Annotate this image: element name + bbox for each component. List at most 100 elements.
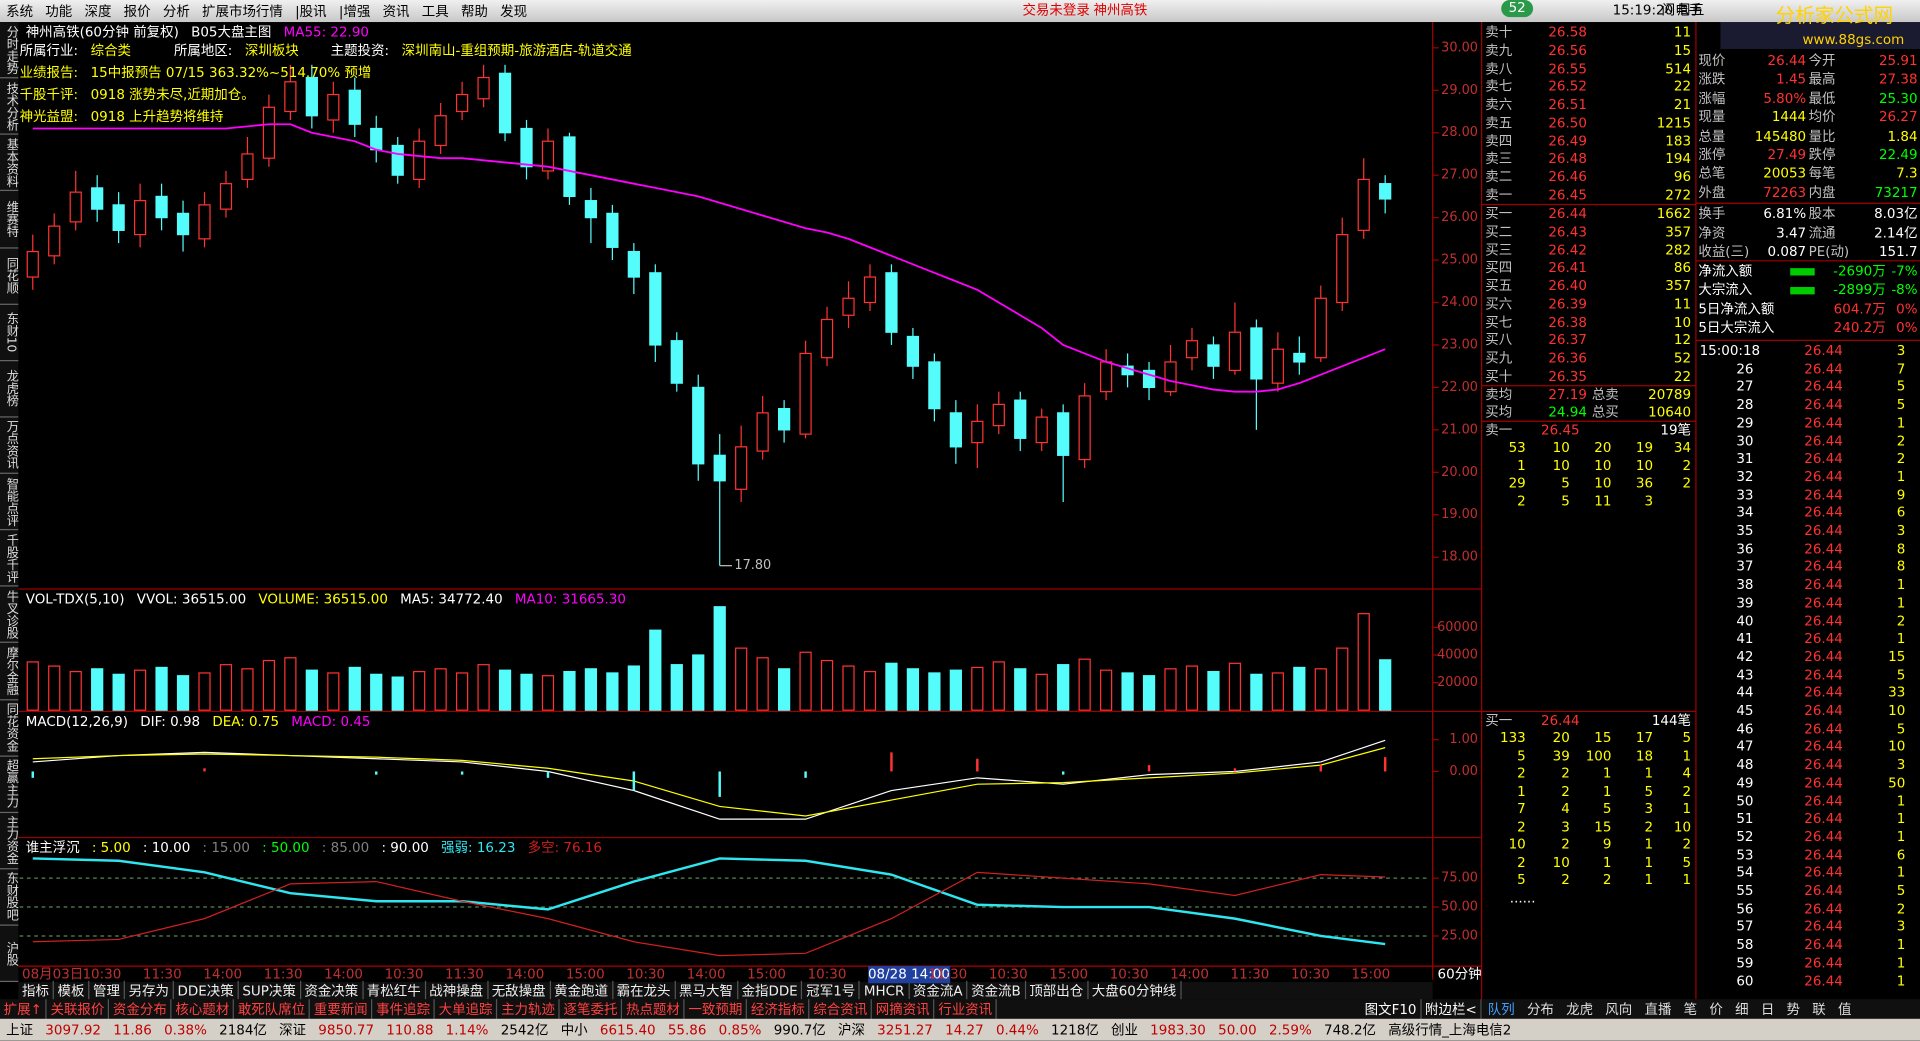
tab[interactable]: DDE决策 (174, 980, 239, 1001)
candle-body (434, 115, 447, 147)
tab[interactable]: 价 (1709, 1001, 1723, 1018)
tick-time: 27 (1736, 378, 1754, 395)
side-tab[interactable]: 同花顺 (0, 248, 19, 305)
tab[interactable]: 主力轨迹 (497, 999, 560, 1019)
tab[interactable]: 网摘资讯 (872, 999, 935, 1019)
menu-item[interactable]: 扩展市场行情 (202, 3, 283, 20)
side-tab[interactable]: 沪股 (0, 926, 19, 983)
tab[interactable]: 资金决策 (301, 980, 364, 1001)
tab[interactable]: 金指DDE (738, 980, 803, 1001)
side-tab[interactable]: 主力资金 (0, 813, 19, 870)
tab[interactable]: 经济指标 (747, 999, 810, 1019)
tab[interactable]: 笔 (1683, 1001, 1698, 1018)
tab[interactable]: 大盘60分钟线 (1088, 980, 1182, 1001)
tab[interactable]: 重要新闻 (310, 999, 373, 1019)
tab[interactable]: 势 (1786, 1001, 1801, 1018)
tab[interactable]: 分布 (1526, 1001, 1554, 1018)
tab[interactable]: 龙虎 (1566, 1001, 1594, 1018)
index-value: 110.88 (386, 1021, 434, 1038)
side-tab[interactable]: 东财股吧 (0, 869, 19, 926)
tick-time: 42 (1736, 648, 1754, 665)
menu-item[interactable]: 资讯 (382, 3, 410, 20)
tab[interactable]: 行业资讯 (935, 999, 998, 1019)
tab[interactable]: 联 (1812, 1001, 1826, 1018)
side-tab[interactable]: 维赛特 (0, 191, 19, 248)
flow-value: 604.7万 (1833, 300, 1886, 317)
menu-item[interactable]: 系统 (6, 3, 34, 20)
side-tab[interactable]: 万点资讯 (0, 417, 19, 474)
tab[interactable]: MHCR (860, 982, 910, 999)
side-tab[interactable]: 龙虎榜 (0, 361, 19, 418)
tab[interactable]: 日 (1760, 1001, 1775, 1018)
side-tab[interactable]: 摩尔金融 (0, 643, 19, 700)
tab[interactable]: 综合资讯 (810, 999, 873, 1019)
side-tab[interactable]: 超赢主力 (0, 756, 19, 813)
tab[interactable]: 热点题材 (622, 999, 685, 1019)
tab[interactable]: 资金流A (909, 980, 968, 1001)
tab[interactable]: 值 (1837, 1001, 1852, 1018)
tab[interactable]: 霸在龙头 (613, 980, 676, 1001)
queue-volume: 4 (1561, 800, 1570, 817)
side-tab[interactable]: 东财10 (0, 304, 19, 361)
tab[interactable]: 事件追踪 (373, 999, 435, 1019)
tab[interactable]: 青松红牛 (363, 980, 426, 1001)
tab[interactable]: 图文F10 (1361, 999, 1422, 1019)
stat-label: 涨幅 (1698, 90, 1726, 107)
tab[interactable]: 逐笔委托 (560, 999, 623, 1019)
tab[interactable]: 战神操盘 (426, 980, 489, 1001)
tab[interactable]: 核心题材 (172, 999, 235, 1019)
tab[interactable]: 管理 (89, 980, 125, 1001)
queue-volume: 34 (1673, 439, 1692, 456)
tab[interactable]: 直播 (1644, 1001, 1672, 1018)
tab[interactable]: 黄金跑道 (550, 980, 613, 1001)
queue-volume: 18 (1635, 747, 1654, 764)
tab[interactable]: 队列 (1487, 1001, 1515, 1018)
tab[interactable]: 细 (1735, 1001, 1749, 1018)
menu-item[interactable]: 分析 (162, 3, 190, 20)
menu-item[interactable]: 报价 (123, 3, 151, 20)
tab[interactable]: 冠军1号 (803, 980, 861, 1001)
tab[interactable]: 顶部出仓 (1026, 980, 1089, 1001)
side-tab[interactable]: 技术分析 (0, 79, 19, 136)
menu-item[interactable]: 工具 (421, 3, 449, 20)
tab[interactable]: 指标 (18, 980, 54, 1001)
menu-item[interactable]: |增强 (338, 3, 371, 20)
tick-price: 26.44 (1804, 648, 1843, 665)
macd-bar (375, 771, 378, 775)
candle-body (1228, 331, 1242, 372)
side-tab[interactable]: 同花资金 (0, 700, 19, 757)
tab[interactable]: 无敌操盘 (488, 980, 551, 1001)
side-tab[interactable]: 基本资料 (0, 135, 19, 192)
tab[interactable]: 资金分布 (109, 999, 172, 1019)
side-tab[interactable]: 分时走势 (0, 22, 19, 79)
tab[interactable]: 资金流B (967, 980, 1026, 1001)
menu-item[interactable]: 发现 (500, 3, 528, 20)
tab[interactable]: 敢死队席位 (234, 999, 311, 1019)
menu-item[interactable]: 深度 (84, 3, 112, 20)
tab[interactable]: 模板 (54, 980, 90, 1001)
menu-item[interactable]: |股讯 (295, 3, 327, 20)
level-price: 26.46 (1548, 168, 1587, 185)
tab[interactable]: 大单追踪 (435, 999, 498, 1019)
side-tab[interactable]: 牛叉诊股 (0, 587, 19, 644)
tick-time: 55 (1736, 882, 1754, 899)
tick-volume: 9 (1896, 486, 1906, 503)
button[interactable]: 闪电手 (1661, 2, 1703, 19)
tab[interactable]: 黑马大智 (675, 980, 738, 1001)
tab[interactable]: 扩展↑ (0, 999, 47, 1019)
tab[interactable]: 附边栏< (1421, 999, 1482, 1019)
menu-item[interactable]: 帮助 (460, 3, 488, 20)
tab[interactable]: SUP决策 (239, 980, 301, 1001)
candle-body (627, 250, 640, 278)
side-tab[interactable]: 智能点评 (0, 474, 19, 531)
level-price: 26.43 (1548, 223, 1587, 240)
menu-item[interactable]: 功能 (45, 3, 73, 20)
x-tick-label: 10:30 (1290, 966, 1330, 983)
tab[interactable]: 一致预期 (685, 999, 748, 1019)
tab[interactable]: 关联报价 (47, 999, 110, 1019)
volume-bar (627, 665, 640, 711)
tab[interactable]: 另存为 (125, 980, 174, 1001)
tab[interactable]: 风向 (1605, 1001, 1633, 1018)
side-tab[interactable]: 千股千评 (0, 530, 19, 587)
info-value: 综合类 (90, 42, 132, 59)
